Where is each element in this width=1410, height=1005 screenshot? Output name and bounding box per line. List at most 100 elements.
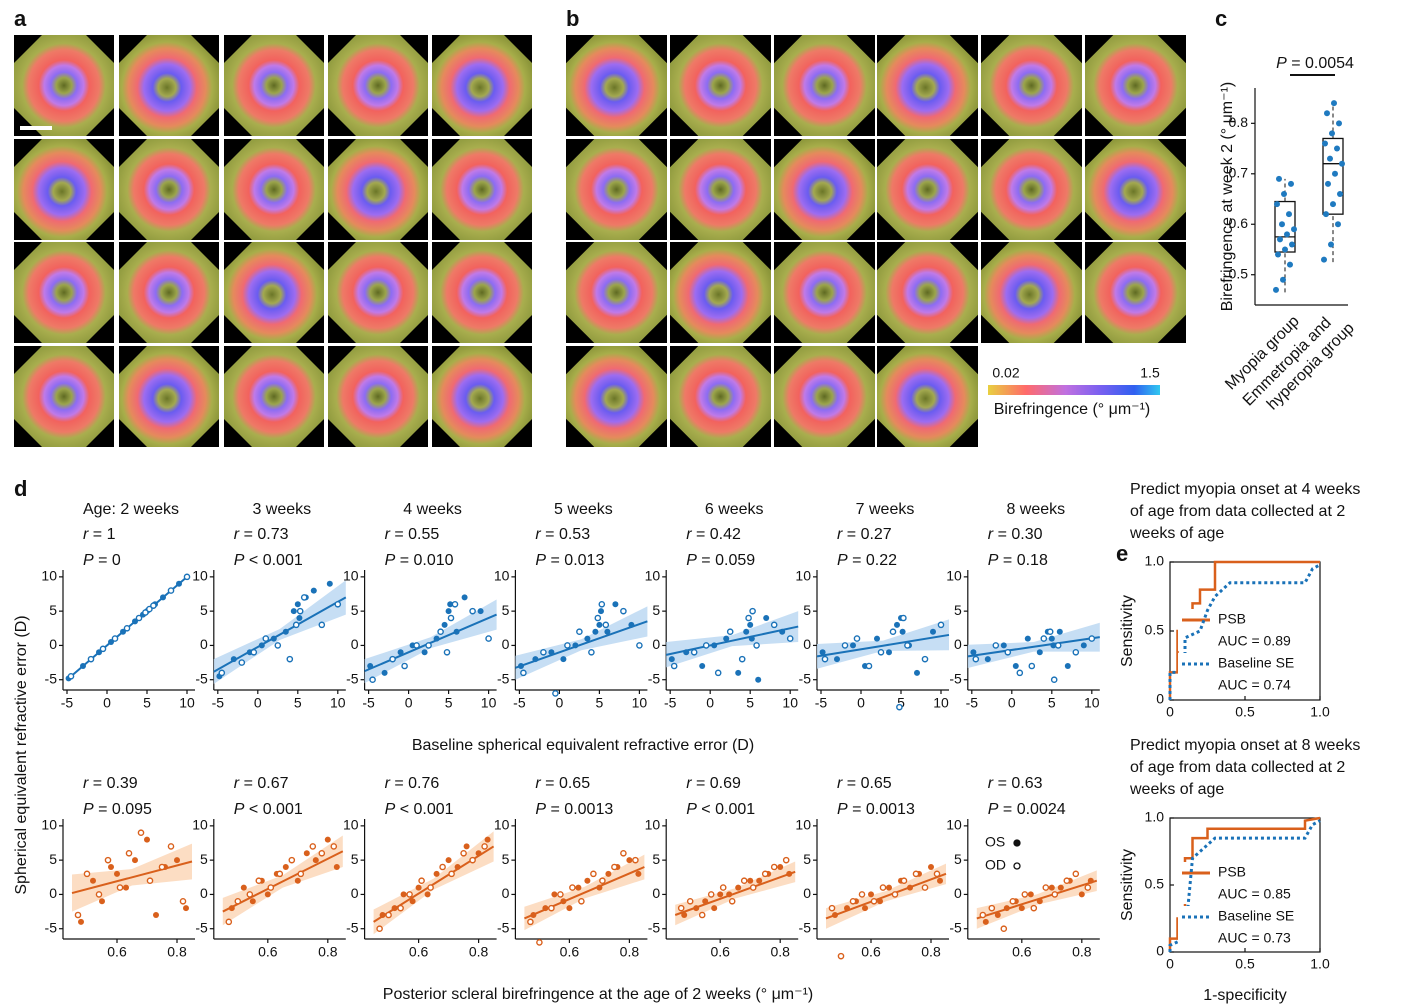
legend-label: PSB (1218, 864, 1246, 880)
y-tick-label: 10 (795, 568, 811, 584)
image-content (14, 139, 114, 240)
point-os (532, 656, 539, 663)
x-tick-label: 10 (481, 695, 497, 711)
point-os (994, 912, 1001, 918)
x-tick-label: -5 (513, 695, 526, 711)
legend-bg (1178, 862, 1274, 904)
point (1328, 241, 1334, 248)
point-od (225, 918, 233, 926)
point-os (542, 905, 549, 912)
x-tick-label: -5 (966, 695, 979, 711)
point-os (312, 857, 319, 864)
auc-label: AUC = 0.73 (1218, 930, 1291, 946)
point (1331, 100, 1337, 107)
point-od (879, 884, 887, 891)
point-od (770, 621, 778, 629)
y-tick-label: -5 (949, 670, 962, 686)
point-od (921, 884, 929, 891)
point-os (699, 663, 706, 669)
point-od (552, 690, 559, 697)
point (1286, 211, 1292, 218)
point-od (698, 911, 706, 919)
x-tick-label: -5 (212, 695, 225, 711)
x-tick-label: 0 (1166, 704, 1174, 720)
image-content (119, 242, 219, 343)
fit-line (71, 860, 193, 895)
point-os (604, 628, 611, 635)
point-od (485, 635, 492, 642)
y-tick-label: 10 (41, 568, 57, 584)
p-value: P = 0.0013 (837, 801, 915, 818)
point-os (1048, 884, 1055, 891)
x-tick-label: 0.6 (861, 944, 881, 960)
y-tick-label: 0 (200, 885, 208, 901)
point-od (828, 904, 836, 912)
image-panels (14, 35, 1186, 447)
point (1289, 241, 1295, 248)
panel-label: c (1215, 6, 1227, 31)
y-tick-label: 10 (343, 817, 359, 833)
point-od (1021, 891, 1029, 898)
point-os (108, 864, 114, 870)
point-od (979, 911, 987, 919)
y-tick-label: 0.5 (1229, 265, 1249, 281)
y-tick-label: 0.7 (1229, 164, 1249, 180)
y-tick-label: 10 (41, 817, 57, 833)
point-od (520, 669, 527, 677)
point (1277, 236, 1283, 243)
point-od (1040, 635, 1048, 642)
point-od (135, 614, 143, 622)
point-os (290, 608, 297, 615)
p-value: P = 0.0013 (535, 801, 613, 818)
point-os (743, 628, 750, 635)
confidence-band (364, 599, 497, 684)
y-tick-label: -5 (799, 919, 812, 935)
point-os (454, 864, 461, 870)
p-value: P = 0.22 (837, 552, 897, 569)
point-os (1056, 628, 1063, 635)
point-os (877, 898, 883, 905)
point-os (844, 905, 850, 912)
y-axis-label: Sensitivity (1119, 595, 1136, 667)
p-value: P < 0.001 (385, 801, 454, 818)
point-os (982, 918, 989, 925)
fit-line (373, 845, 495, 923)
y-tick-label: 10 (494, 817, 510, 833)
point-os (1027, 891, 1034, 898)
point-os (907, 884, 913, 891)
point-os (1000, 642, 1007, 649)
point-od (1030, 904, 1038, 912)
point-od (745, 614, 752, 622)
x-tick-label: 5 (746, 695, 754, 711)
point-od (288, 856, 296, 864)
point (1282, 246, 1288, 253)
image-content (877, 35, 978, 136)
x-tick-label: 10 (179, 695, 195, 711)
panel-title: of age from data collected at 2 (1130, 759, 1345, 776)
point-od (238, 659, 246, 666)
x-tick-label: -5 (362, 695, 375, 711)
panel-title: weeks of age (1129, 525, 1224, 542)
point-os (294, 877, 301, 884)
point-os (726, 891, 733, 898)
point (1335, 221, 1341, 228)
image-content (981, 242, 1082, 343)
point-os (551, 891, 558, 898)
point-od (1042, 884, 1050, 891)
legend-marker (1013, 839, 1021, 847)
point-od (896, 703, 903, 711)
p-value: P = 0.0054 (1276, 55, 1354, 72)
point-od (707, 891, 715, 898)
point-od (87, 655, 95, 663)
point-os (834, 656, 840, 663)
point-os (132, 857, 138, 864)
image-content (566, 242, 667, 343)
point-os (930, 628, 936, 635)
point-od (611, 863, 618, 871)
point-os (310, 587, 317, 594)
point-od (469, 856, 476, 864)
point-os (153, 912, 159, 918)
y-tick-label: -5 (45, 670, 58, 686)
point-od (557, 891, 564, 898)
point-od (670, 662, 678, 670)
